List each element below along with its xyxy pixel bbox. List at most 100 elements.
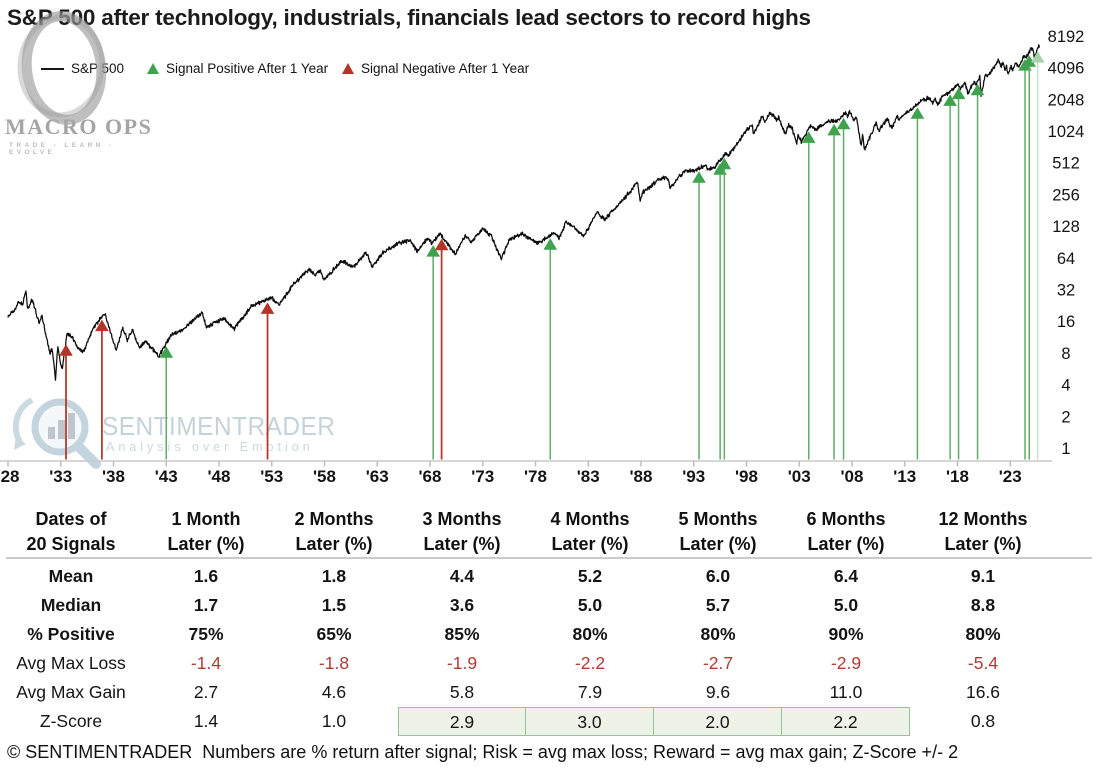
table-column-header: Dates of 20 Signals	[26, 509, 116, 554]
y-tick-label: 256	[1052, 186, 1080, 204]
positive-signal-marker	[943, 94, 957, 106]
x-tick-label: '83	[577, 467, 600, 486]
positive-signal-marker	[1022, 55, 1036, 67]
table-cell: -5.4	[967, 653, 999, 673]
table-cell: 1.4	[193, 711, 219, 731]
negative-signal-marker	[95, 319, 109, 332]
table-cell: 6.0	[705, 566, 731, 586]
table-column-header: 12 Months Later (%)	[938, 509, 1028, 554]
positive-signal-marker	[426, 245, 440, 257]
table-cell: 90%	[828, 624, 864, 644]
table-cell-highlighted: 3.0	[526, 707, 654, 736]
x-tick-label: '98	[735, 467, 758, 486]
table-cell: -1.9	[446, 653, 478, 673]
legend-item-negative: Signal Negative After 1 Year	[342, 61, 529, 76]
table-column-header: 4 Months Later (%)	[550, 509, 630, 554]
table-cell: 1.5	[321, 595, 347, 615]
table-cell: 9.6	[705, 682, 731, 702]
negative-signal-marker	[434, 238, 449, 251]
positive-signal-marker	[159, 346, 174, 358]
table-cell: 80%	[700, 624, 736, 644]
y-tick-label: 8	[1061, 345, 1070, 363]
page-title: S&P 500 after technology, industrials, f…	[7, 5, 811, 30]
positive-signal-marker	[970, 83, 985, 96]
positive-signal-marker	[717, 157, 732, 170]
x-tick-label: '13	[893, 467, 916, 486]
x-tick-label: '58	[313, 467, 336, 486]
table-cell: 5.2	[577, 566, 603, 586]
row-label-avg-max-loss: Avg Max Loss	[16, 653, 126, 673]
table-column-header: 1 Month Later (%)	[167, 509, 245, 554]
x-tick-label: '08	[841, 467, 864, 486]
positive-signal-marker	[910, 107, 925, 119]
positive-signal-marker	[951, 87, 966, 100]
y-tick-label: 16	[1057, 313, 1075, 331]
positive-signal-marker	[801, 131, 816, 143]
y-tick-label: 128	[1052, 218, 1080, 236]
table-cell: 85%	[444, 624, 480, 644]
table-cell: 5.0	[833, 595, 859, 615]
x-tick-label: '18	[946, 467, 969, 486]
legend-label-positive: Signal Positive After 1 Year	[166, 61, 329, 76]
footnote: © SENTIMENTRADER Numbers are % return af…	[7, 742, 959, 762]
positive-signal-marker	[827, 123, 841, 136]
table-column-header: 2 Months Later (%)	[294, 509, 374, 554]
table-cell: 4.6	[321, 682, 347, 702]
table-cell: -2.7	[702, 653, 734, 673]
legend-label-negative: Signal Negative After 1 Year	[361, 61, 530, 76]
table-cell: 9.1	[970, 566, 996, 586]
x-tick-label: '68	[419, 467, 442, 486]
table-cell: 1.0	[321, 711, 347, 731]
legend-label-sp500: S&P 500	[71, 61, 125, 76]
table-cell: 1.6	[193, 566, 219, 586]
x-tick-label: '88	[630, 467, 653, 486]
positive-triangle-icon	[147, 63, 159, 74]
y-tick-label: 4096	[1048, 60, 1085, 78]
y-tick-label: 64	[1057, 250, 1075, 268]
table-cell: -1.4	[190, 653, 222, 673]
table-cell: 1.7	[193, 595, 219, 615]
positive-signal-marker	[543, 238, 558, 250]
positive-signal-marker	[692, 171, 706, 183]
x-tick-label: '53	[260, 467, 283, 486]
y-tick-label: 1	[1061, 440, 1070, 458]
row-label-mean: Mean	[48, 566, 94, 586]
table-cell: 65%	[316, 624, 352, 644]
table-cell: 4.4	[449, 566, 475, 586]
table-cell: 0.8	[970, 711, 996, 731]
negative-signal-marker	[59, 344, 73, 356]
y-tick-label: 4	[1061, 377, 1070, 395]
table-cell: 5.0	[577, 595, 603, 615]
table-cell: 80%	[572, 624, 608, 644]
x-tick-label: '43	[155, 467, 178, 486]
table-cell: 2.7	[193, 682, 219, 702]
table-cell-highlighted: 2.2	[782, 707, 910, 736]
table-cell: -1.8	[318, 653, 350, 673]
table-cell: 6.4	[833, 566, 859, 586]
table-column-header: 3 Months Later (%)	[422, 509, 502, 554]
table-cell: 16.6	[965, 682, 1001, 702]
x-tick-label: '73	[471, 467, 494, 486]
x-tick-label: '38	[102, 467, 125, 486]
table-cell: 3.6	[449, 595, 475, 615]
row-label-pct-positive: % Positive	[27, 624, 115, 644]
table-cell: 80%	[965, 624, 1001, 644]
legend-item-positive: Signal Positive After 1 Year	[147, 61, 328, 76]
legend-item-sp500: S&P 500	[41, 61, 124, 76]
table-cell: 8.8	[970, 595, 996, 615]
x-tick-label: '78	[524, 467, 547, 486]
y-tick-label: 8192	[1048, 28, 1085, 46]
table-cell: 5.8	[449, 682, 475, 702]
table-cell: 11.0	[829, 682, 863, 702]
row-label-median: Median	[40, 595, 102, 615]
table-header-divider	[6, 557, 1092, 559]
negative-triangle-icon	[342, 63, 354, 74]
y-tick-label: 2048	[1048, 91, 1085, 109]
table-cell: 5.7	[705, 595, 731, 615]
x-tick-label: '33	[49, 467, 72, 486]
table-cell: -2.2	[574, 653, 606, 673]
y-tick-label: 2	[1061, 408, 1070, 426]
table-cell: -2.9	[830, 653, 862, 673]
positive-signal-marker	[1030, 51, 1045, 63]
